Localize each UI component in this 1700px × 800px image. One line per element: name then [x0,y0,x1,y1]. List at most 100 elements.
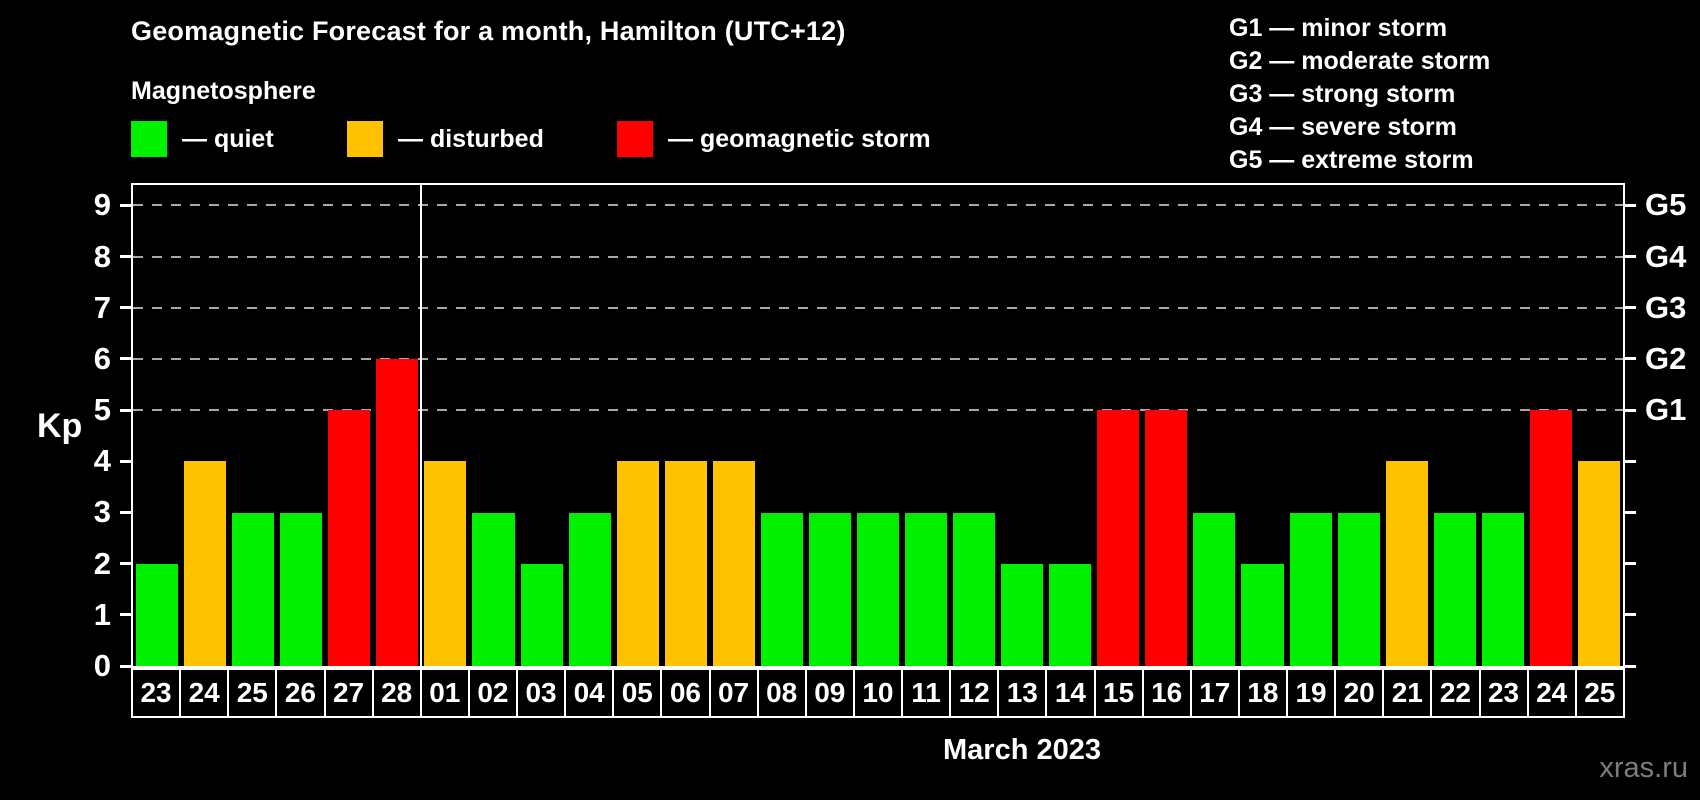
quiet-color-swatch [131,121,167,157]
g-axis-label-g3: G3 [1645,289,1687,325]
day-label-cell: 21 [1382,668,1433,718]
kp-bar-day-04 [568,512,611,666]
kp-bar-day-24 [1529,410,1572,666]
day-label-cell: 23 [131,668,182,718]
day-label-cell: 20 [1334,668,1385,718]
g-legend-line-g4: G4 — severe storm [1229,113,1457,141]
day-label-cell: 10 [852,668,903,718]
legend-label-disturbed: — disturbed [398,124,544,153]
kp-bar-day-25 [232,512,275,666]
g-axis-label-g1: G1 [1645,392,1687,428]
day-label-cell: 11 [901,668,952,718]
y-axis-tick-right [1625,510,1636,514]
y-axis-tick [120,459,131,463]
kp-bar-day-25 [1577,461,1620,666]
day-label-cell: 24 [1526,668,1577,718]
kp-bar-day-22 [1433,512,1476,666]
kp-bar-day-19 [1289,512,1332,666]
chart-subtitle: Magnetosphere [131,77,316,105]
y-axis-tick [120,613,131,617]
month-divider [420,185,423,666]
day-label-cell: 27 [323,668,374,718]
day-label-cell: 26 [275,668,326,718]
kp-bar-day-27 [328,410,371,666]
g-axis-label-g5: G5 [1645,187,1687,223]
y-axis-tick-label: 2 [93,545,111,581]
y-axis-tick-right [1625,255,1636,259]
y-axis-tick-label: 4 [93,443,111,479]
watermark: xras.ru [1599,752,1688,784]
y-axis-tick-right [1625,306,1636,310]
kp-bar-day-23 [1481,512,1524,666]
kp-bar-day-24 [184,461,227,666]
chart-title: Geomagnetic Forecast for a month, Hamilt… [131,16,846,46]
y-axis-tick [120,203,131,207]
day-label-cell: 02 [467,668,518,718]
y-axis-tick [120,255,131,259]
y-axis-tick [120,357,131,361]
day-label-cell: 25 [1574,668,1625,718]
g-axis-label-g4: G4 [1645,238,1687,274]
y-axis-tick-label: 1 [93,596,111,632]
day-label-cell: 06 [660,668,711,718]
gridline-kp-8 [133,255,1623,258]
kp-bar-day-11 [905,512,948,666]
y-axis-tick-label: 0 [93,648,111,683]
kp-bar-day-12 [953,512,996,666]
kp-bar-day-28 [376,358,419,666]
kp-bar-day-23 [136,563,179,666]
gridline-kp-6 [133,357,1623,360]
day-label-cell: 16 [1141,668,1192,718]
kp-bar-day-01 [424,461,467,666]
y-axis-tick [120,664,131,668]
kp-bar-day-20 [1337,512,1380,666]
g-scale-legend: G1 — minor storm G2 — moderate storm G3 … [1229,12,1490,177]
legend-item-disturbed: — disturbed [347,121,544,157]
y-axis-tick-right [1625,203,1636,207]
g-legend-line-g5: G5 — extreme storm [1229,146,1474,174]
y-axis-tick-label: 3 [93,494,111,530]
day-label-cell: 19 [1286,668,1337,718]
y-axis-tick [120,408,131,412]
kp-bar-day-18 [1241,563,1284,666]
day-label-cell: 13 [997,668,1048,718]
kp-bar-day-21 [1385,461,1428,666]
y-axis-tick-right [1625,408,1636,412]
y-axis-tick [120,306,131,310]
day-label-cell: 23 [1478,668,1529,718]
kp-bar-day-05 [616,461,659,666]
y-axis-title: Kp [37,407,83,445]
kp-bar-day-07 [712,461,755,666]
legend-label-quiet: — quiet [182,124,274,153]
day-label-cell: 22 [1430,668,1481,718]
y-axis-tick-right [1625,664,1636,668]
y-axis-tick-label: 5 [93,392,111,428]
y-axis-tick-label: 7 [93,289,111,325]
day-label-cell: 07 [708,668,759,718]
y-axis-tick [120,510,131,514]
day-label-cell: 12 [949,668,1000,718]
day-label-cell: 18 [1237,668,1288,718]
day-label-cell: 25 [227,668,278,718]
y-axis-tick-label: 8 [93,238,111,274]
day-label-cell: 17 [1189,668,1240,718]
kp-bar-day-02 [472,512,515,666]
kp-bar-day-14 [1049,563,1092,666]
y-axis-tick-right [1625,459,1636,463]
x-axis-day-labels: 23 24 25 26 27 28 01 02 03 04 05 06 07 08 09 10 11 12 13 14… [131,668,1625,718]
g-axis-label-g2: G2 [1645,340,1687,376]
storm-color-swatch [617,121,653,157]
y-axis-tick-right [1625,562,1636,566]
day-label-cell: 24 [179,668,230,718]
y-axis-tick-label: 9 [93,187,111,223]
y-axis-tick-right [1625,357,1636,361]
kp-bar-day-08 [760,512,803,666]
kp-bar-day-03 [520,563,563,666]
day-label-cell: 28 [371,668,422,718]
disturbed-color-swatch [347,121,383,157]
plot-area: 0 1 2 3 4 5 6 7 8 9 G1 G2 G3 G4 G5 [94,183,1686,683]
legend-item-storm: — geomagnetic storm [617,121,931,157]
day-label-cell: 15 [1093,668,1144,718]
kp-bar-day-10 [856,512,900,666]
gridline-kp-9 [133,204,1623,207]
